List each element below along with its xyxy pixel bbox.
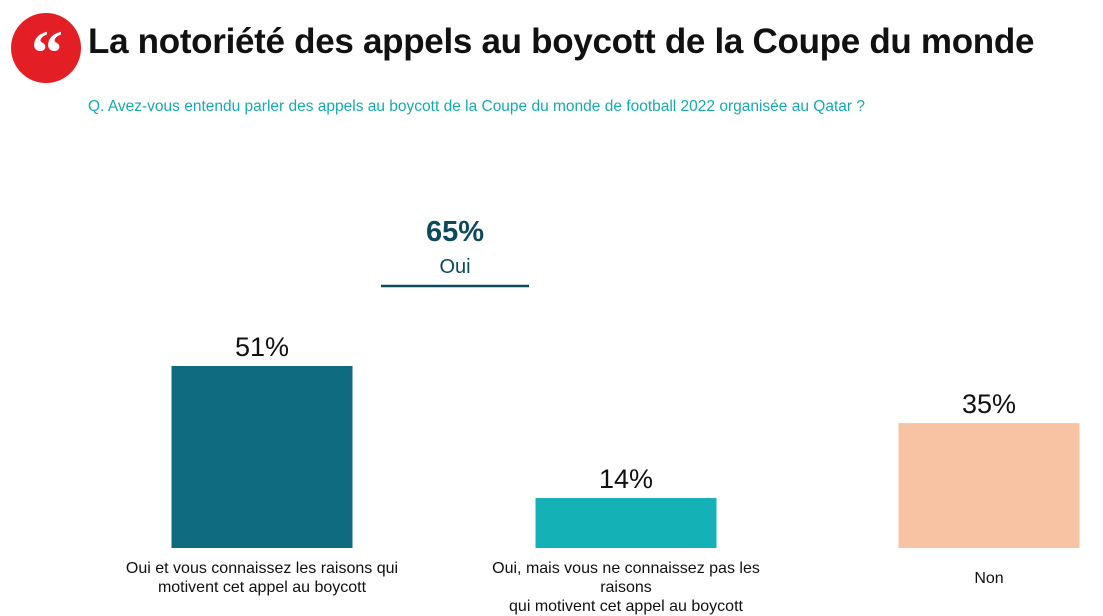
category-label-line: qui motivent cet appel au boycott	[509, 598, 743, 615]
question-text: Q. Avez-vous entendu parler des appels a…	[88, 98, 865, 115]
category-label-oui-raisons: Oui et vous connaissez les raisons qui m…	[107, 559, 417, 597]
page-title: La notoriété des appels au boycott de la…	[88, 22, 1035, 61]
summary-label: Oui	[439, 256, 470, 278]
quote-logo-icon: “	[11, 13, 81, 84]
category-label-line: Oui, mais vous ne connaissez pas les rai…	[492, 560, 760, 596]
bar-1	[171, 366, 353, 548]
logo-circle	[11, 13, 81, 83]
category-label-line: motivent cet appel au boycott	[157, 579, 367, 596]
bar-2	[535, 498, 717, 548]
quote-mark: “	[31, 17, 63, 84]
bar-value-label: 14%	[599, 464, 653, 494]
category-label-oui-sans-raisons: Oui, mais vous ne connaissez pas les rai…	[471, 559, 781, 616]
category-label-line: Oui et vous connaissez les raisons qui	[125, 560, 399, 577]
bar-value-label: 35%	[962, 389, 1016, 419]
category-label-line: Non	[974, 570, 1004, 587]
bar-value-label: 51%	[235, 332, 289, 362]
bar-3	[898, 423, 1080, 548]
summary-value: 65%	[426, 216, 484, 248]
category-label-non: Non	[834, 569, 1103, 588]
